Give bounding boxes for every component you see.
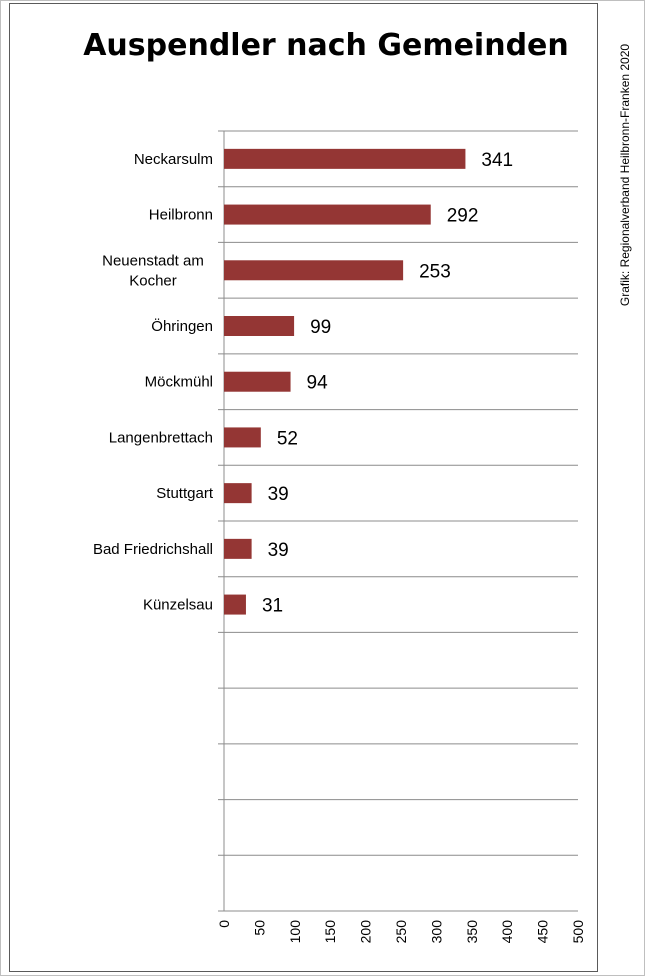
x-tick-label: 100: [287, 920, 303, 944]
x-tick-label: 300: [428, 920, 444, 944]
value-label: 39: [268, 484, 289, 505]
category-label: Stuttgart: [156, 485, 214, 502]
bar: [224, 538, 252, 559]
category-label: Möckmühl: [145, 374, 213, 391]
category-label: Künzelsau: [143, 597, 213, 614]
bar: [224, 594, 246, 615]
value-label: 99: [310, 317, 331, 338]
bar: [224, 316, 295, 336]
category-label: Neuenstadt am: [102, 252, 204, 269]
bar: [224, 260, 404, 281]
bar: [224, 427, 261, 448]
bar: [224, 371, 291, 392]
x-tick-label: 200: [358, 920, 374, 944]
chart-title: Auspendler nach Gemeinden: [83, 28, 569, 63]
bar: [224, 148, 466, 169]
x-tick-label: 50: [251, 920, 267, 936]
x-tick-label: 500: [570, 920, 586, 944]
value-label: 253: [419, 261, 451, 282]
x-tick-label: 350: [464, 920, 480, 944]
value-label: 31: [262, 596, 283, 617]
value-label: 292: [447, 206, 479, 227]
bar: [224, 483, 252, 504]
x-tick-label: 250: [393, 920, 409, 944]
x-tick-label: 400: [499, 920, 515, 944]
value-label: 341: [481, 150, 513, 171]
category-label: Heilbronn: [149, 207, 213, 224]
value-label: 52: [277, 428, 298, 449]
bar: [224, 204, 431, 225]
x-tick-label: 150: [322, 920, 338, 944]
category-label: Öhringen: [151, 317, 213, 335]
x-tick-label: 0: [216, 920, 232, 928]
category-label: Kocher: [129, 272, 177, 289]
category-label: Neckarsulm: [134, 151, 213, 168]
category-label: Langenbrettach: [109, 429, 213, 446]
value-label: 94: [307, 373, 329, 394]
x-tick-label: 450: [535, 920, 551, 944]
value-label: 39: [268, 540, 289, 561]
category-label: Bad Friedrichshall: [93, 541, 213, 558]
